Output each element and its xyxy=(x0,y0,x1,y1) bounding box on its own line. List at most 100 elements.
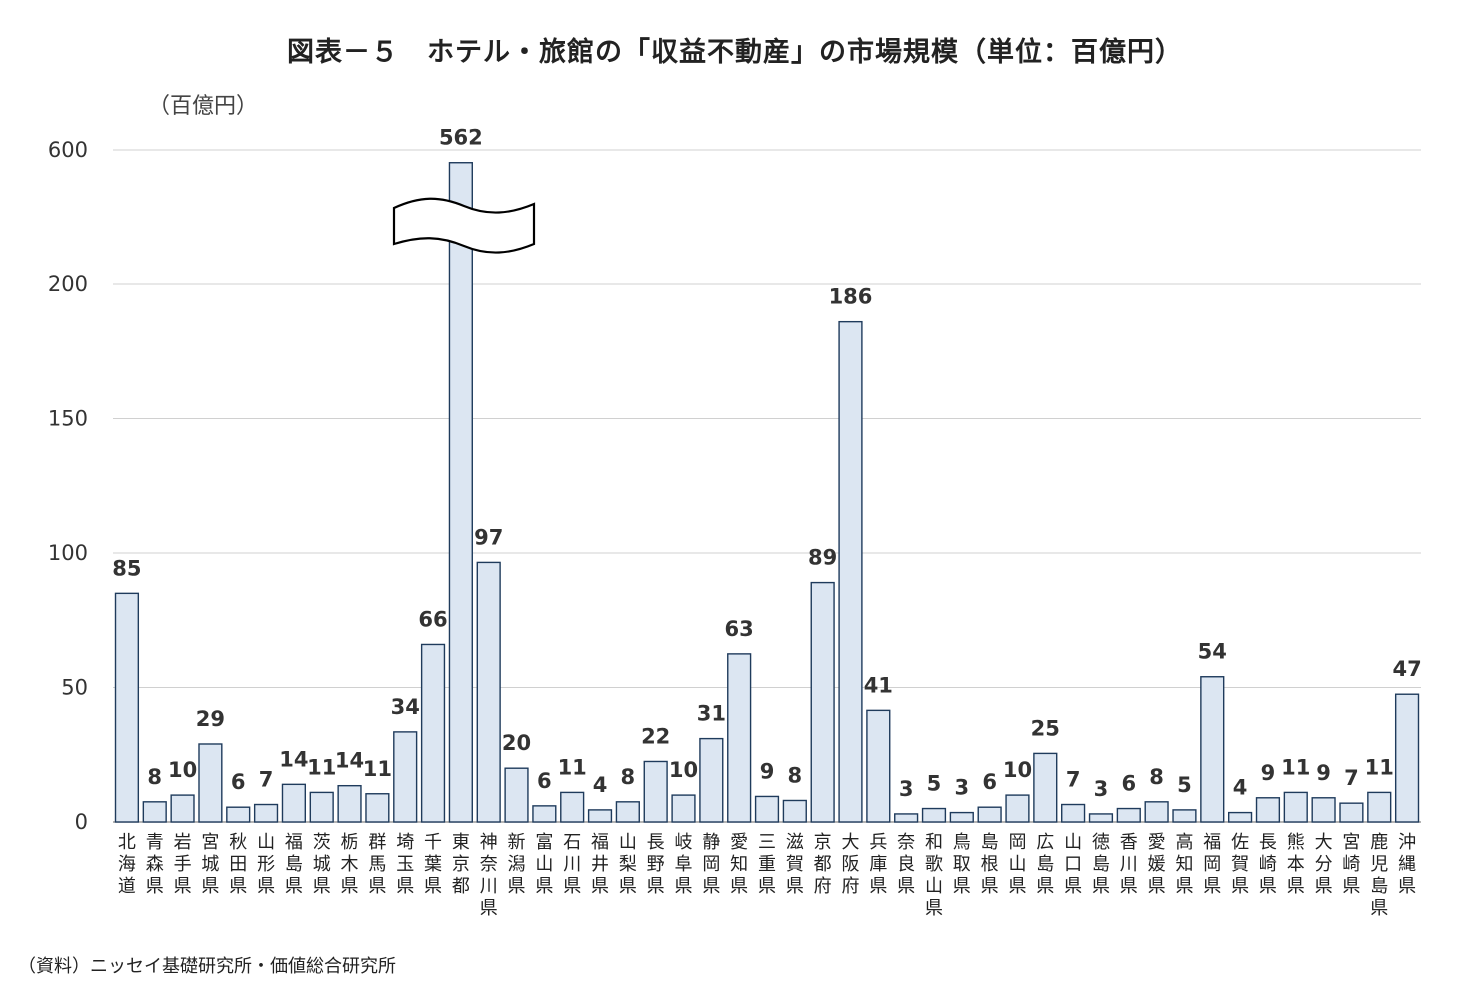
bar-埼玉県 xyxy=(393,731,418,823)
data-label: 9 xyxy=(1316,761,1331,785)
data-label: 10 xyxy=(669,758,698,782)
bar-石川県 xyxy=(560,791,585,823)
bar-広島県 xyxy=(1033,752,1058,823)
bar-青森県 xyxy=(142,801,167,823)
bar-宮城県 xyxy=(198,743,223,823)
data-label: 562 xyxy=(439,126,483,150)
source-note: （資料）ニッセイ基礎研究所・価値総合研究所 xyxy=(18,956,396,977)
bar-新潟県 xyxy=(504,767,529,823)
bar-熊本県 xyxy=(1283,791,1308,823)
x-tick-label: 栃木県 xyxy=(341,832,359,897)
y-axis-unit-label: （百億円） xyxy=(148,94,259,119)
bar-大分県 xyxy=(1311,797,1336,823)
y-tick-label: 600 xyxy=(48,138,88,162)
x-tick-label: 岐阜県 xyxy=(675,832,693,897)
bar-長崎県 xyxy=(1255,797,1281,823)
bar-岩手県 xyxy=(170,794,195,823)
x-tick-label: 神奈川県 xyxy=(480,832,498,919)
y-tick-label: 50 xyxy=(61,676,88,700)
bar-愛知県 xyxy=(727,653,752,823)
x-tick-label: 愛媛県 xyxy=(1148,832,1166,897)
bar-静岡県 xyxy=(699,737,724,823)
data-label: 5 xyxy=(1177,773,1192,797)
bar-福井県 xyxy=(587,809,613,823)
data-label: 8 xyxy=(621,765,636,789)
bar-群馬県 xyxy=(365,793,390,823)
data-label: 97 xyxy=(474,525,503,549)
x-tick-label: 兵庫県 xyxy=(869,832,887,897)
x-tick-label: 鳥取県 xyxy=(953,832,971,897)
bar-三重県 xyxy=(754,795,780,823)
data-label: 4 xyxy=(593,773,608,797)
x-tick-label: 山形県 xyxy=(257,832,275,897)
x-tick-label: 石川県 xyxy=(563,832,581,897)
y-tick-label: 0 xyxy=(75,810,88,834)
x-tick-label: 茨城県 xyxy=(313,832,331,897)
data-label: 3 xyxy=(899,777,914,801)
bar-高知県 xyxy=(1172,809,1197,823)
bar-和歌山県 xyxy=(921,807,947,823)
x-tick-label: 北海道 xyxy=(118,832,136,897)
bar-栃木県 xyxy=(337,784,362,823)
x-tick-label: 秋田県 xyxy=(229,832,247,897)
data-label: 22 xyxy=(641,724,670,748)
bar-山形県 xyxy=(253,803,279,823)
data-label: 31 xyxy=(697,702,726,726)
x-tick-label: 大分県 xyxy=(1315,832,1333,897)
bar-山口県 xyxy=(1061,803,1086,823)
bar-東京都 xyxy=(448,162,473,823)
y-tick-label: 100 xyxy=(48,541,88,565)
data-label: 11 xyxy=(558,755,587,779)
bar-山梨県 xyxy=(615,801,640,823)
y-tick-label: 150 xyxy=(48,407,88,431)
data-label: 14 xyxy=(279,747,308,771)
data-label: 186 xyxy=(829,285,873,309)
x-tick-label: 佐賀県 xyxy=(1231,832,1249,897)
bar-鹿児島県 xyxy=(1367,791,1392,823)
bar-鳥取県 xyxy=(949,811,974,823)
bar-島根県 xyxy=(977,806,1002,823)
bar-神奈川県 xyxy=(476,561,501,823)
data-label: 11 xyxy=(1281,755,1310,779)
bar-京都府 xyxy=(810,581,835,823)
x-tick-label: 愛知県 xyxy=(730,832,748,897)
x-tick-label: 千葉県 xyxy=(424,832,442,897)
data-label: 25 xyxy=(1031,716,1060,740)
x-tick-label: 島根県 xyxy=(981,832,999,897)
x-tick-label: 広島県 xyxy=(1036,832,1054,897)
bar-滋賀県 xyxy=(782,799,807,823)
data-label: 8 xyxy=(1149,765,1164,789)
bar-茨城県 xyxy=(309,791,334,823)
data-label: 7 xyxy=(1344,766,1359,790)
data-label: 63 xyxy=(725,617,754,641)
data-label: 6 xyxy=(231,770,246,794)
x-tick-label: 徳島県 xyxy=(1092,832,1110,897)
bar-愛媛県 xyxy=(1144,801,1169,823)
data-label: 9 xyxy=(1261,761,1276,785)
data-label: 6 xyxy=(537,769,552,793)
bar-福島県 xyxy=(281,783,307,823)
data-label: 29 xyxy=(196,707,225,731)
data-label: 4 xyxy=(1233,776,1248,800)
data-label: 20 xyxy=(502,731,531,755)
bar-秋田県 xyxy=(226,806,251,823)
bar-沖縄県 xyxy=(1394,693,1420,823)
bar-徳島県 xyxy=(1088,813,1114,823)
x-tick-label: 福井県 xyxy=(591,832,609,897)
bar-千葉県 xyxy=(420,643,446,823)
data-label: 11 xyxy=(1365,755,1394,779)
data-label: 6 xyxy=(982,770,997,794)
x-tick-label: 和歌山県 xyxy=(925,832,943,919)
x-tick-label: 大阪府 xyxy=(841,832,859,897)
x-tick-label: 岩手県 xyxy=(174,832,192,897)
data-label: 54 xyxy=(1198,640,1227,664)
x-tick-label: 新潟県 xyxy=(508,832,526,897)
bar-宮崎県 xyxy=(1339,802,1364,823)
x-tick-label: 三重県 xyxy=(758,832,776,897)
x-tick-label: 山口県 xyxy=(1064,832,1082,897)
data-label: 6 xyxy=(1121,772,1136,796)
bar-富山県 xyxy=(532,805,557,823)
x-tick-label: 沖縄県 xyxy=(1398,832,1416,897)
bar-岡山県 xyxy=(1005,794,1030,823)
